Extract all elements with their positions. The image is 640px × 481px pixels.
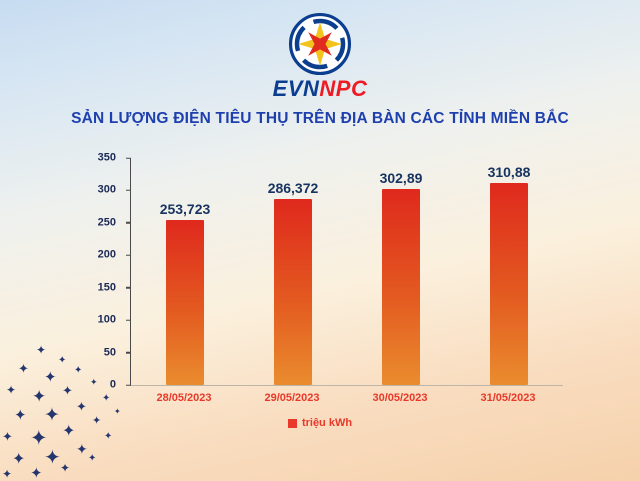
x-axis-labels: 28/05/2023 29/05/2023 30/05/2023 31/05/2023 [130, 392, 562, 404]
y-tick-mark [126, 222, 131, 224]
logo-text: EVNNPC [0, 76, 640, 102]
y-tick-label: 0 [109, 378, 116, 391]
y-tick-label: 150 [97, 281, 116, 294]
bar-value-label: 310,88 [487, 164, 531, 181]
logo-npc: NPC [319, 76, 368, 101]
decor-star-icon: ✦ [104, 431, 113, 442]
bar-value-label: 253,723 [159, 201, 211, 218]
y-tick-mark [126, 254, 131, 257]
bar-column: 286,372 [239, 158, 347, 385]
decor-star-icon: ✦ [74, 365, 83, 376]
y-tick-label: 100 [97, 313, 116, 326]
logo-evn: EVN [272, 76, 320, 101]
y-axis: 0 50 100 150 200 250 300 350 [84, 152, 124, 390]
decor-star-icon: ✦ [36, 343, 47, 357]
decor-star-icon: ✦ [62, 383, 73, 398]
y-tick-mark [126, 157, 131, 159]
x-axis-label: 31/05/2023 [480, 392, 536, 404]
evn-logo [288, 12, 352, 76]
legend-swatch [287, 418, 297, 428]
decor-star-icon: ✦ [102, 393, 111, 404]
y-tick-label: 200 [97, 248, 116, 261]
legend-label: triệu kWh [301, 417, 353, 429]
decor-star-icon: ✦ [76, 441, 88, 457]
decor-star-icon: ✦ [88, 453, 97, 464]
y-tick-label: 300 [97, 183, 116, 196]
decor-star-icon: ✦ [58, 355, 67, 366]
bar-column: 302,89 [347, 158, 455, 385]
decor-star-icon: ✦ [60, 461, 71, 475]
decor-star-icon: ✦ [30, 427, 48, 450]
bar [274, 199, 312, 385]
decor-star-icon: ✦ [18, 361, 29, 376]
chart-title: SẢN LƯỢNG ĐIỆN TIÊU THỤ TRÊN ĐỊA BÀN CÁC… [71, 110, 569, 127]
bar [490, 183, 528, 385]
decor-star-icon: ✦ [44, 369, 57, 386]
bar-value-label: 286,372 [267, 180, 319, 197]
x-axis-label: 28/05/2023 [156, 392, 212, 404]
bar-column: 310,88 [455, 158, 563, 385]
y-tick-mark [126, 351, 131, 354]
y-tick-mark [126, 319, 131, 321]
decor-star-icon: ✦ [6, 383, 17, 397]
y-tick-mark [126, 189, 131, 192]
bar-column: 253,723 [131, 158, 239, 385]
decor-star-icon: ✦ [32, 387, 47, 406]
decor-star-icon: ✦ [30, 465, 43, 481]
decor-star-icon: ✦ [2, 429, 13, 444]
legend: triệu kWh [0, 417, 640, 429]
y-tick-mark [126, 384, 131, 386]
x-axis-label: 29/05/2023 [264, 392, 320, 404]
decor-star-icon: ✦ [44, 447, 61, 469]
decor-star-icon: ✦ [114, 407, 121, 416]
bar [382, 188, 420, 385]
decor-star-icon: ✦ [2, 467, 13, 481]
y-tick-label: 250 [97, 216, 116, 229]
bar-value-label: 302,89 [379, 169, 423, 186]
bar [166, 220, 204, 385]
decor-star-icon: ✦ [12, 451, 26, 468]
y-tick-mark [126, 286, 131, 289]
decor-star-icon: ✦ [76, 399, 87, 414]
evn-star-icon [288, 12, 352, 76]
x-axis-label: 30/05/2023 [372, 392, 428, 404]
y-tick-label: 50 [103, 346, 116, 359]
y-tick-label: 350 [97, 151, 116, 164]
plot-area: 253,723 286,372 302,89 310,88 [126, 157, 563, 386]
